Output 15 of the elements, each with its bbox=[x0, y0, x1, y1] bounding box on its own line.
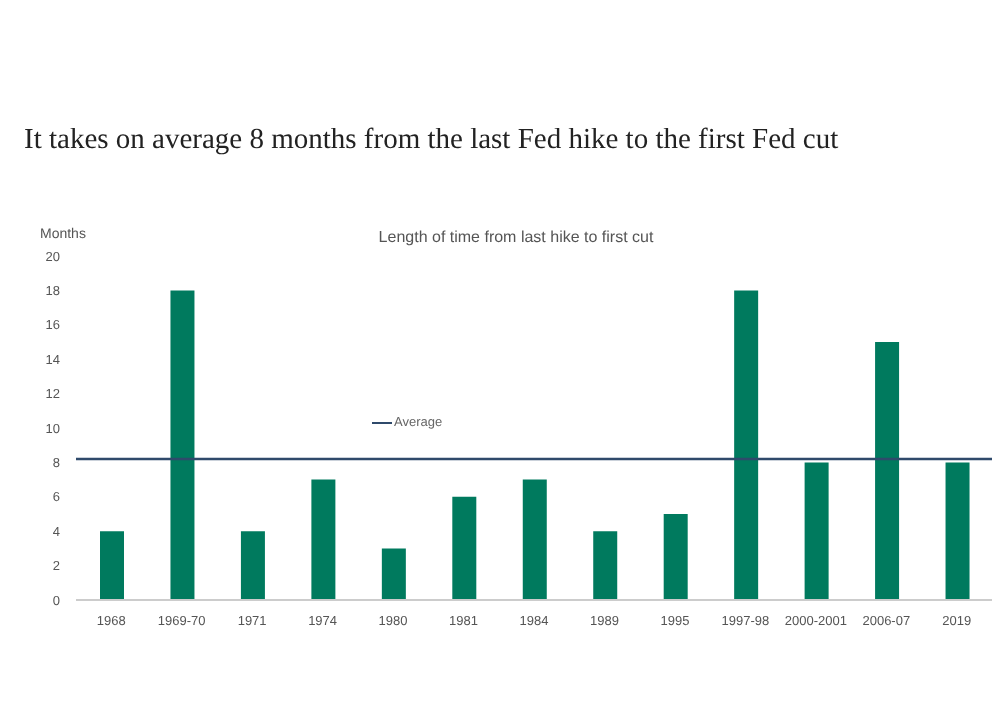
bar bbox=[804, 462, 829, 600]
bar bbox=[593, 531, 618, 600]
bar bbox=[452, 496, 477, 600]
bar bbox=[100, 531, 124, 600]
bar bbox=[240, 531, 265, 600]
bar bbox=[663, 514, 688, 600]
bar bbox=[875, 342, 900, 600]
bar bbox=[311, 479, 336, 600]
chart-title: It takes on average 8 months from the last Fed hike to the first Fed cut bbox=[24, 124, 839, 158]
bar bbox=[522, 479, 547, 600]
bar bbox=[381, 548, 406, 600]
bar bbox=[945, 462, 970, 600]
bar bbox=[734, 290, 759, 600]
chart-subtitle: Length of time from last hike to first cut bbox=[378, 228, 654, 246]
bar bbox=[170, 290, 195, 600]
